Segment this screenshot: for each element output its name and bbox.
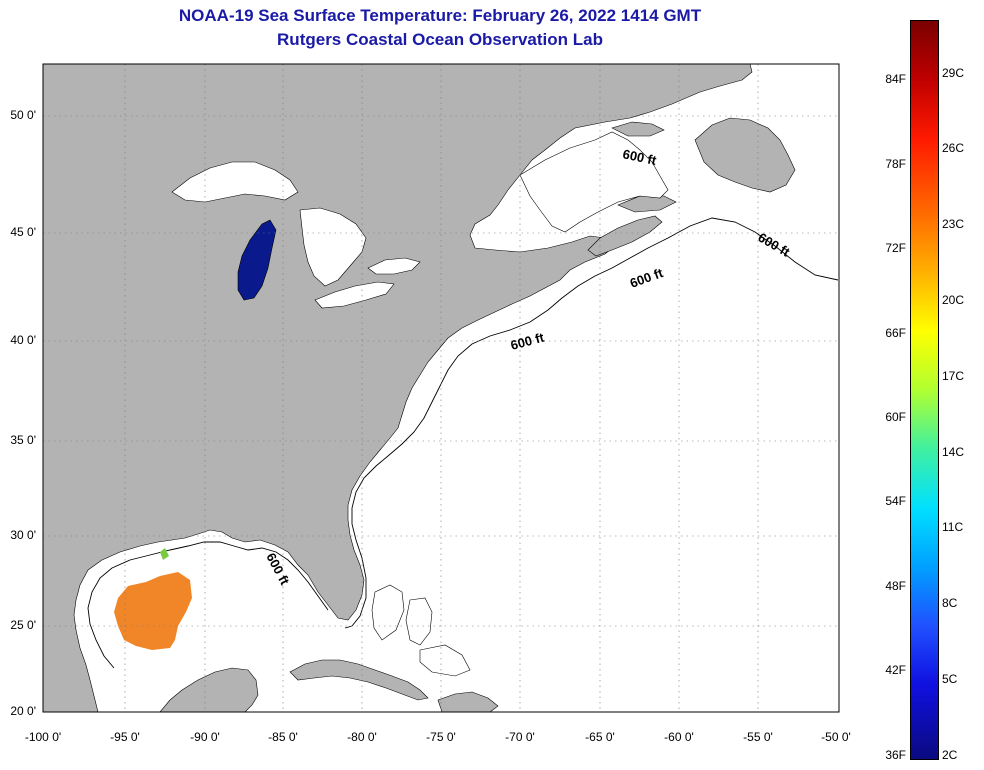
lake-erie	[314, 281, 395, 309]
map-title-line-2: Rutgers Coastal Ocean Observation Lab	[277, 30, 603, 49]
gulf-sst-patch	[114, 572, 192, 650]
graticule	[43, 64, 839, 712]
lon-label: -50 0'	[821, 730, 851, 744]
plot-frame	[42, 63, 840, 713]
colorbar-c-label: 29C	[942, 66, 965, 80]
lon-label: -90 0'	[190, 730, 220, 744]
land-cuba	[289, 659, 429, 701]
colorbar-f-label: 54F	[885, 494, 906, 508]
lon-label: -100 0'	[24, 730, 62, 744]
bahamas-banks	[371, 584, 471, 677]
gulf-st-lawrence	[519, 131, 669, 233]
colorbar-f-label: 60F	[885, 410, 906, 424]
colorbar-f-label: 42F	[885, 663, 906, 677]
land-newfoundland	[694, 117, 796, 193]
colorbar-c-label: 11C	[942, 520, 964, 534]
lon-label: -60 0'	[664, 730, 694, 744]
land-nova-scotia	[587, 215, 663, 257]
land-anticosti	[611, 121, 665, 137]
colorbar-c-label: 8C	[942, 596, 958, 610]
lon-label: -65 0'	[585, 730, 615, 744]
lake-huron	[299, 207, 367, 287]
lon-label: -70 0'	[505, 730, 535, 744]
colorbar-c-label: 23C	[942, 217, 965, 231]
colorbar-f-label: 84F	[885, 72, 906, 86]
lat-label: 35 0'	[10, 433, 36, 447]
lake-michigan-sst	[237, 219, 277, 301]
lon-label: -95 0'	[110, 730, 140, 744]
colorbar-c-label: 2C	[942, 748, 958, 762]
lat-label: 30 0'	[10, 528, 36, 542]
lon-label: -85 0'	[268, 730, 298, 744]
isobath-600ft	[344, 217, 839, 629]
lon-label: -55 0'	[743, 730, 773, 744]
colorbar-c-label: 26C	[942, 141, 965, 155]
lat-label: 25 0'	[10, 618, 36, 632]
colorbar-c-label: 14C	[942, 445, 965, 459]
contour-label-1: 600 ft	[621, 146, 658, 168]
colorbar-f-label: 66F	[885, 326, 906, 340]
land-hispaniola	[437, 691, 499, 712]
colorbar-f-label: 36F	[885, 748, 906, 762]
colorbar-f-label: 72F	[885, 241, 906, 255]
lat-label: 40 0'	[10, 333, 36, 347]
isobath-600ft-gulf	[87, 541, 329, 669]
colorbar-c-label: 5C	[942, 672, 958, 686]
map-title-line-1: NOAA-19 Sea Surface Temperature: Februar…	[178, 6, 702, 25]
lat-label: 20 0'	[10, 704, 36, 718]
lake-superior	[171, 161, 299, 203]
land-north-america	[43, 64, 753, 712]
land-yucatan	[159, 667, 259, 712]
lon-label: -80 0'	[347, 730, 377, 744]
colorbar-f-label: 48F	[885, 579, 906, 593]
temperature-colorbar	[910, 20, 939, 760]
lat-label: 45 0'	[10, 225, 36, 239]
lake-ontario	[367, 257, 421, 275]
colorbar-c-label: 17C	[942, 369, 965, 383]
gulf-sst-speck	[160, 548, 169, 560]
colorbar-f-label: 78F	[885, 157, 906, 171]
lat-label: 50 0'	[10, 108, 36, 122]
colorbar-c-label: 20C	[942, 293, 965, 307]
lon-label: -75 0'	[426, 730, 456, 744]
